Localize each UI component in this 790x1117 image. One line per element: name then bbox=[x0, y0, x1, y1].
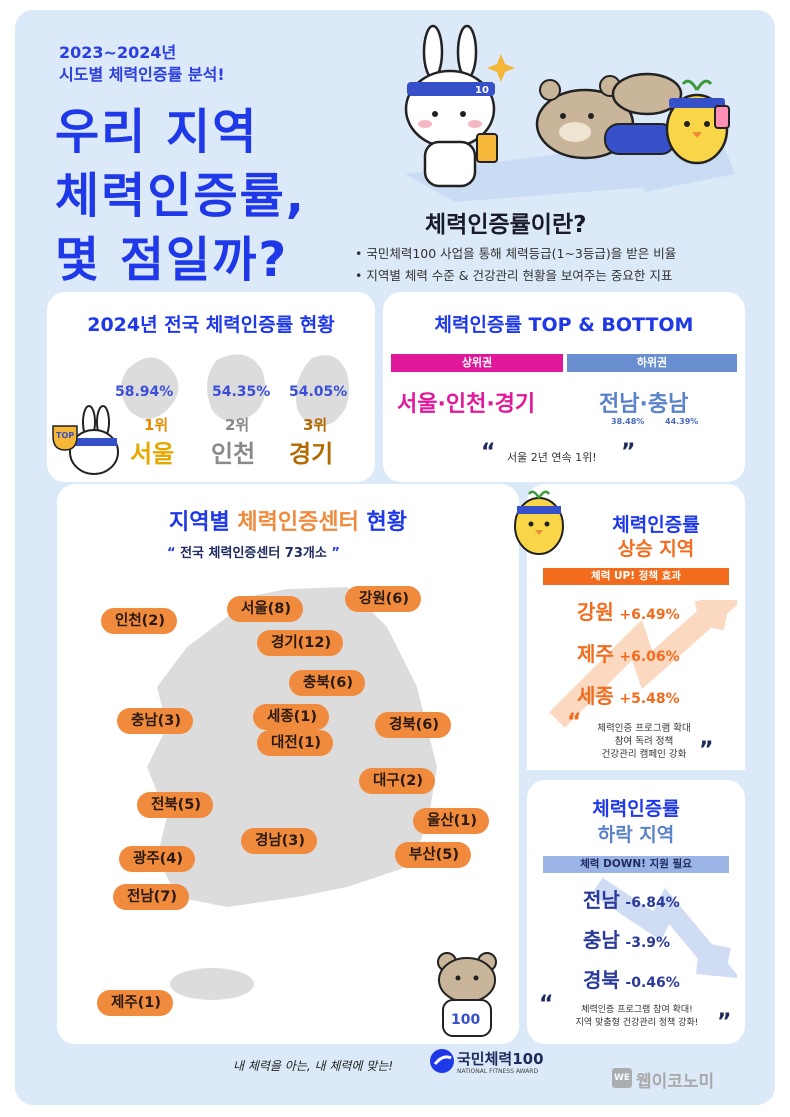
fall-quote-open-icon: “ bbox=[539, 992, 554, 1017]
watermark-icon: WE bbox=[612, 1068, 632, 1088]
svg-text:10: 10 bbox=[475, 85, 489, 96]
infographic: 2023~2024년 시도별 체력인증률 분석! 우리 지역 체력인증률, 몇 … bbox=[15, 10, 775, 1105]
rank3-pct: 54.05% bbox=[289, 384, 348, 400]
mascots-illustration: 10 bbox=[404, 24, 735, 202]
rank3-label: 3위 bbox=[303, 416, 328, 434]
rise-row-1: 강원 +6.49% bbox=[577, 600, 680, 624]
topbottom-title: 체력인증률 TOP & BOTTOM bbox=[434, 314, 694, 336]
fall-card: 체력인증률 하락 지역 체력 DOWN! 지원 필요 전남 -6.84% 충남 … bbox=[527, 780, 745, 1044]
national-title: 2024년 전국 체력인증률 현황 bbox=[87, 314, 335, 336]
footer-slogan: 내 체력을 아는, 내 체력에 맞는! bbox=[233, 1059, 394, 1073]
region-gangwon: 강원(6) bbox=[345, 586, 422, 612]
definition-title: 체력인증률이란? bbox=[425, 212, 587, 238]
topbottom-quote: 서울 2년 연속 1위! bbox=[507, 451, 597, 464]
bear-100-mascot: 100 bbox=[437, 952, 497, 1037]
rise-row-3: 세종 +5.48% bbox=[577, 684, 680, 708]
rank1-label: 1위 bbox=[144, 416, 169, 434]
bottom-pct-2: 44.39% bbox=[665, 417, 699, 426]
fall-row-1: 전남 -6.84% bbox=[583, 888, 680, 912]
region-chungnam: 충남(3) bbox=[117, 708, 194, 734]
rise-quote-close-icon: ” bbox=[699, 738, 714, 763]
region-jeonnam: 전남(7) bbox=[113, 884, 190, 910]
region-busan: 부산(5) bbox=[395, 842, 472, 868]
definition-bullet-1: • 국민체력100 사업을 통해 체력등급(1~3등급)을 받은 비율 bbox=[355, 246, 677, 261]
definition-bullet-2: • 지역별 체력 수준 & 건강관리 현황을 보여주는 중요한 지표 bbox=[355, 268, 673, 283]
rank1-pct: 58.94% bbox=[115, 384, 174, 400]
fall-title-1: 체력인증률 bbox=[592, 798, 680, 820]
region-gwangju: 광주(4) bbox=[119, 846, 196, 872]
fall-quote-close-icon: ” bbox=[717, 1010, 732, 1035]
region-gyeonggi: 경기(12) bbox=[257, 630, 344, 656]
headline-line-2: 체력인증률, bbox=[55, 168, 307, 224]
region-ulsan: 울산(1) bbox=[413, 808, 490, 834]
rank2-city: 인천 bbox=[211, 440, 256, 468]
rank2-label: 2위 bbox=[225, 416, 250, 434]
fall-row-2: 충남 -3.9% bbox=[583, 928, 671, 952]
rise-banner: 체력 UP! 정책 효과 bbox=[543, 568, 729, 585]
chick-mascot-small bbox=[514, 490, 564, 555]
top-cities: 서울·인천·경기 bbox=[397, 392, 536, 417]
rank2-pct: 54.35% bbox=[212, 384, 271, 400]
subtitle-line-2: 시도별 체력인증률 분석! bbox=[59, 65, 225, 84]
rank1-city: 서울 bbox=[130, 440, 175, 468]
fall-note: 체력인증 프로그램 참여 확대! 지역 맞춤형 건강관리 정책 강화! bbox=[575, 1005, 699, 1028]
rise-row-2: 제주 +6.06% bbox=[577, 642, 680, 666]
region-daejeon: 대전(1) bbox=[257, 730, 334, 756]
region-jeonbuk: 전북(5) bbox=[137, 792, 214, 818]
brand-subtitle: NATIONAL FITNESS AWARD bbox=[457, 1068, 539, 1075]
rise-note: 체력인증 프로그램 확대 참여 독려 정책 건강관리 캠페인 강화 bbox=[597, 723, 691, 760]
region-daegu: 대구(2) bbox=[359, 768, 436, 794]
quote-open-icon: “ bbox=[481, 440, 496, 465]
fall-title-2: 하락 지역 bbox=[597, 824, 675, 846]
headline-line-3: 몇 점일까? bbox=[55, 232, 289, 288]
rise-quote-open-icon: “ bbox=[567, 710, 582, 735]
region-gyeongbuk: 경북(6) bbox=[375, 712, 452, 738]
top-bottom-card: 체력인증률 TOP & BOTTOM 상위권 하위권 서울·인천·경기 전남·충… bbox=[383, 292, 745, 482]
svg-text:TOP: TOP bbox=[56, 431, 74, 440]
centers-card: 지역별 체력인증센터 현황 “ 전국 체력인증센터 73개소 ” 인천(2) 서… bbox=[57, 484, 519, 1044]
headline: 우리 지역 체력인증률, 몇 점일까? bbox=[55, 100, 306, 292]
chick-mascot bbox=[665, 79, 730, 165]
fall-row-3: 경북 -0.46% bbox=[583, 968, 680, 992]
subtitle: 2023~2024년 시도별 체력인증률 분석! bbox=[59, 42, 225, 86]
rank3-city: 경기 bbox=[289, 440, 334, 468]
top-label: 상위권 bbox=[391, 354, 563, 372]
centers-subtitle: “ 전국 체력인증센터 73개소 ” bbox=[167, 546, 340, 561]
svg-text:100: 100 bbox=[451, 1012, 480, 1028]
centers-title: 지역별 체력인증센터 현황 bbox=[169, 510, 407, 535]
trophy-rabbit-icon: TOP bbox=[52, 405, 119, 475]
region-gyeongnam: 경남(3) bbox=[241, 828, 318, 854]
region-chungbuk: 충북(6) bbox=[289, 670, 366, 696]
bottom-cities: 전남·충남 bbox=[599, 392, 689, 417]
region-jeju: 제주(1) bbox=[97, 990, 174, 1016]
bottom-label: 하위권 bbox=[567, 354, 737, 372]
rise-card: 체력인증률 상승 지역 체력 UP! 정책 효과 강원 +6.49% 제주 +6… bbox=[514, 484, 745, 770]
brand-name: 국민체력100 bbox=[457, 1050, 544, 1068]
region-incheon: 인천(2) bbox=[101, 608, 178, 634]
quote-close-icon: ” bbox=[621, 440, 636, 465]
region-shapes bbox=[120, 354, 350, 426]
rabbit-mascot: 10 bbox=[404, 24, 515, 188]
headline-line-1: 우리 지역 bbox=[55, 104, 259, 160]
region-sejong: 세종(1) bbox=[253, 704, 330, 730]
fall-banner: 체력 DOWN! 지원 필요 bbox=[543, 856, 729, 873]
subtitle-line-1: 2023~2024년 bbox=[59, 43, 177, 62]
rise-title-2: 상승 지역 bbox=[617, 538, 695, 560]
national-status-card: 2024년 전국 체력인증률 현황 58.94% 54.35% 54.05% 1… bbox=[47, 292, 375, 482]
rise-title-1: 체력인증률 bbox=[612, 514, 700, 536]
brand-logo-icon bbox=[430, 1049, 454, 1073]
bottom-pct-1: 38.48% bbox=[611, 417, 645, 426]
bear-mascot bbox=[535, 72, 683, 160]
rise-arrow-icon bbox=[549, 600, 737, 728]
region-seoul: 서울(8) bbox=[227, 596, 304, 622]
fall-arrow-icon bbox=[591, 877, 737, 979]
watermark: 웹이코노미 bbox=[636, 1072, 715, 1092]
